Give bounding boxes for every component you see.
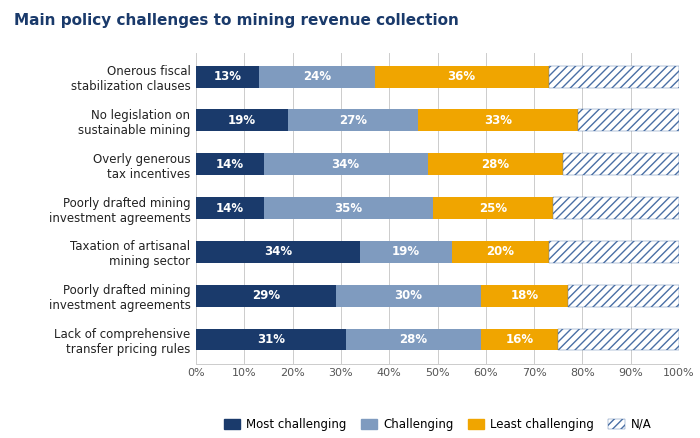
Text: 36%: 36% <box>447 70 476 83</box>
Text: 28%: 28% <box>482 158 510 171</box>
Bar <box>433 197 554 219</box>
Bar <box>346 328 481 350</box>
Bar <box>568 285 679 307</box>
Bar <box>259 66 374 88</box>
Bar <box>554 197 679 219</box>
Bar <box>288 110 418 131</box>
Bar <box>196 285 336 307</box>
Bar <box>360 241 452 263</box>
Text: 35%: 35% <box>334 201 362 215</box>
Bar <box>578 110 679 131</box>
Bar <box>481 328 559 350</box>
Text: 34%: 34% <box>332 158 360 171</box>
Bar <box>549 241 679 263</box>
Text: 31%: 31% <box>257 333 285 346</box>
Text: 34%: 34% <box>264 245 292 258</box>
Text: 29%: 29% <box>252 289 280 302</box>
Bar <box>559 328 679 350</box>
Bar <box>196 66 259 88</box>
Bar <box>428 153 563 175</box>
Text: 28%: 28% <box>399 333 428 346</box>
Bar <box>336 285 481 307</box>
Bar <box>418 110 578 131</box>
Bar <box>264 197 433 219</box>
Text: 13%: 13% <box>214 70 242 83</box>
Bar <box>264 153 428 175</box>
Text: 33%: 33% <box>484 114 512 127</box>
Text: 27%: 27% <box>339 114 367 127</box>
Bar <box>563 153 679 175</box>
Bar <box>374 66 549 88</box>
Text: 20%: 20% <box>486 245 514 258</box>
Bar <box>196 110 288 131</box>
Text: 25%: 25% <box>479 201 507 215</box>
Text: 18%: 18% <box>510 289 538 302</box>
Text: 24%: 24% <box>302 70 331 83</box>
Text: 14%: 14% <box>216 201 244 215</box>
Bar <box>196 328 346 350</box>
Text: 14%: 14% <box>216 158 244 171</box>
Bar <box>196 241 360 263</box>
Bar <box>481 285 568 307</box>
Bar <box>452 241 549 263</box>
Text: 30%: 30% <box>395 289 423 302</box>
Bar <box>549 66 679 88</box>
Bar <box>196 153 264 175</box>
Text: 16%: 16% <box>505 333 533 346</box>
Text: 19%: 19% <box>228 114 256 127</box>
Text: 19%: 19% <box>392 245 420 258</box>
Bar <box>196 197 264 219</box>
Text: Main policy challenges to mining revenue collection: Main policy challenges to mining revenue… <box>14 13 459 28</box>
Legend: Most challenging, Challenging, Least challenging, N/A: Most challenging, Challenging, Least cha… <box>219 413 656 435</box>
